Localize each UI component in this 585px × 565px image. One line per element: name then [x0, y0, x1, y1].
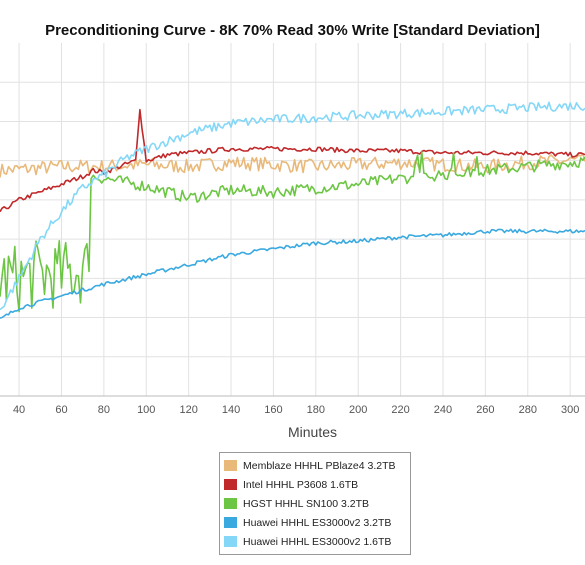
chart-title: Preconditioning Curve - 8K 70% Read 30% … — [45, 22, 540, 39]
x-tick-label: 240 — [434, 404, 452, 416]
x-tick-label: 60 — [55, 404, 67, 416]
legend-item: Huawei HHHL ES3000v2 1.6TB — [224, 532, 406, 551]
x-tick-label: 120 — [179, 404, 197, 416]
x-tick-label: 100 — [137, 404, 155, 416]
series-line — [0, 108, 585, 213]
x-tick-label: 200 — [349, 404, 367, 416]
legend-item: Huawei HHHL ES3000v2 3.2TB — [224, 513, 406, 532]
series-line — [0, 151, 585, 313]
legend-item: HGST HHHL SN100 3.2TB — [224, 494, 406, 513]
x-tick-label: 220 — [391, 404, 409, 416]
legend-swatch — [224, 536, 237, 547]
legend-label: Huawei HHHL ES3000v2 1.6TB — [243, 535, 392, 548]
series-line — [0, 153, 585, 178]
legend-item: Intel HHHL P3608 1.6TB — [224, 475, 406, 494]
x-tick-label: 300 — [561, 404, 579, 416]
chart-plot: 40 60 80 100 120 140 160 180 200 220 240 260 280 300 — [0, 43, 585, 416]
legend-label: HGST HHHL SN100 3.2TB — [243, 497, 370, 510]
x-axis-label: Minutes — [287, 424, 338, 440]
series-line — [0, 228, 585, 319]
legend-swatch — [224, 517, 237, 528]
x-tick-label: 280 — [519, 404, 537, 416]
x-tick-label: 260 — [476, 404, 494, 416]
legend-label: Memblaze HHHL PBlaze4 3.2TB — [243, 459, 396, 472]
legend-label: Intel HHHL P3608 1.6TB — [243, 478, 359, 491]
series-line — [0, 101, 585, 311]
x-tick-label: 180 — [307, 404, 325, 416]
x-tick-label: 80 — [98, 404, 110, 416]
x-tick-label: 140 — [222, 404, 240, 416]
legend-label: Huawei HHHL ES3000v2 3.2TB — [243, 516, 392, 529]
x-tick-label: 40 — [13, 404, 25, 416]
x-tick-label: 160 — [264, 404, 282, 416]
legend-swatch — [224, 479, 237, 490]
legend-swatch — [224, 498, 237, 509]
legend-swatch — [224, 460, 237, 471]
legend: Memblaze HHHL PBlaze4 3.2TB Intel HHHL P3… — [219, 452, 411, 555]
legend-item: Memblaze HHHL PBlaze4 3.2TB — [224, 456, 406, 475]
